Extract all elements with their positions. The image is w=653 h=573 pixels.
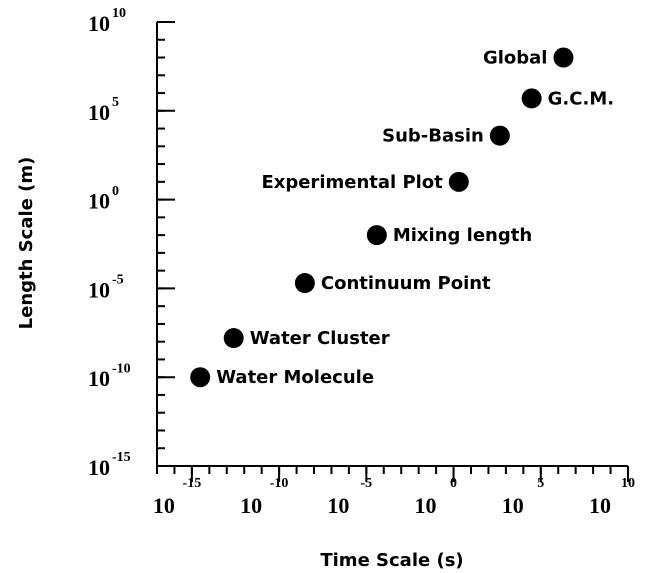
x-tick-exponent: 5 xyxy=(537,476,544,491)
point-label: Sub-Basin xyxy=(382,126,484,147)
y-tick-label: 10 xyxy=(88,11,110,36)
point-label: Experimental Plot xyxy=(261,172,443,193)
x-tick-label: 10 xyxy=(502,493,524,518)
x-tick-label: 10 xyxy=(327,493,349,518)
point-label: G.C.M. xyxy=(548,88,614,109)
x-tick-label: 10 xyxy=(589,493,611,518)
point-label: Water Cluster xyxy=(250,328,390,349)
point xyxy=(294,273,315,294)
x-tick-exponent: 10 xyxy=(621,476,635,491)
point-label: Global xyxy=(483,48,548,69)
point xyxy=(448,171,469,192)
x-tick-exponent: -10 xyxy=(270,476,289,491)
y-tick-exponent: 5 xyxy=(112,95,119,110)
point-label: Continuum Point xyxy=(321,273,491,294)
y-tick-exponent: -15 xyxy=(112,450,131,465)
y-tick-exponent: 10 xyxy=(112,6,126,21)
x-tick-label: 10 xyxy=(415,493,437,518)
point xyxy=(553,47,574,68)
y-tick-label: 10 xyxy=(88,455,110,480)
point-label: Mixing length xyxy=(393,225,532,246)
x-tick-exponent: -5 xyxy=(360,476,372,491)
x-axis-title: Time Scale (s) xyxy=(320,550,463,571)
point xyxy=(489,125,510,146)
y-tick-exponent: -5 xyxy=(112,273,124,288)
point xyxy=(190,367,211,388)
x-tick-exponent: -15 xyxy=(183,476,202,491)
y-tick-label: 10 xyxy=(88,277,110,302)
y-tick-exponent: -10 xyxy=(112,361,131,376)
y-tick-exponent: 0 xyxy=(112,184,119,199)
point xyxy=(521,88,542,109)
x-tick-exponent: 0 xyxy=(450,476,457,491)
point xyxy=(366,225,387,246)
x-tick-label: 10 xyxy=(240,493,262,518)
point-label: Water Molecule xyxy=(216,367,374,388)
y-tick-label: 10 xyxy=(88,189,110,214)
point xyxy=(223,328,244,349)
y-axis-title: Length Scale (m) xyxy=(16,157,37,330)
y-tick-label: 10 xyxy=(88,100,110,125)
x-tick-label: 10 xyxy=(153,493,175,518)
y-tick-label: 10 xyxy=(88,366,110,391)
